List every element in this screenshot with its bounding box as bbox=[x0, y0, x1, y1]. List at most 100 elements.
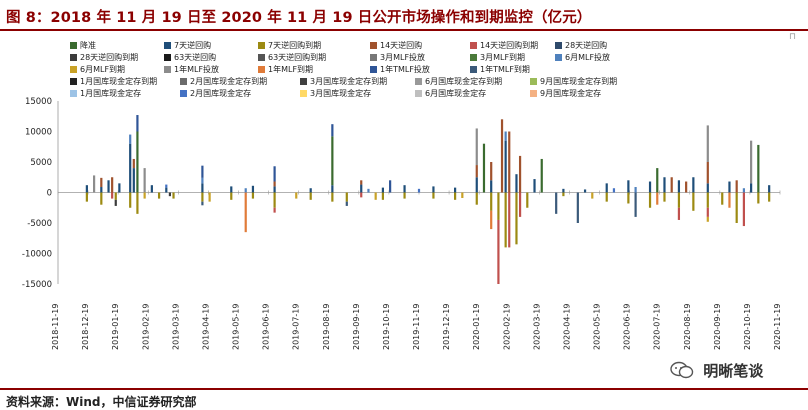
bar-mark bbox=[504, 131, 507, 141]
legend-swatch bbox=[370, 66, 377, 73]
legend-swatch bbox=[70, 90, 77, 97]
bar-mark bbox=[742, 192, 745, 227]
bar-mark bbox=[230, 192, 233, 200]
bar-mark bbox=[685, 181, 688, 193]
legend-label: 6月国库现金定存到期 bbox=[425, 77, 503, 86]
bar-mark bbox=[562, 192, 565, 197]
bar-mark bbox=[576, 192, 579, 223]
x-tick-label: 2019-02-19 bbox=[141, 304, 150, 351]
legend-swatch bbox=[180, 90, 187, 97]
legend-swatch bbox=[470, 42, 477, 49]
legend-label: 9月国库现金定存 bbox=[540, 89, 602, 98]
legend-label: 63天逆回购到期 bbox=[268, 53, 327, 62]
bar-mark bbox=[331, 185, 334, 193]
x-tick-label: 2019-11-19 bbox=[412, 304, 421, 351]
legend-label: 降准 bbox=[80, 41, 96, 50]
x-tick-label: 2019-06-19 bbox=[262, 304, 271, 351]
bar-mark bbox=[114, 199, 117, 206]
bar-mark bbox=[768, 192, 771, 202]
bar-mark bbox=[114, 192, 117, 200]
legend-label: 3月MLF投放 bbox=[380, 53, 426, 62]
legend-swatch bbox=[164, 42, 171, 49]
bar-mark bbox=[165, 187, 168, 193]
x-tick-label: 2020-04-19 bbox=[562, 304, 571, 351]
bar-mark bbox=[757, 144, 760, 193]
legend-label: 7天逆回购到期 bbox=[268, 41, 322, 50]
bar-mark bbox=[93, 175, 96, 193]
bar-mark bbox=[663, 177, 666, 193]
bar-mark bbox=[273, 207, 276, 213]
bar-mark bbox=[742, 188, 745, 193]
bar-mark bbox=[735, 180, 738, 193]
source-note: 资料来源：Wind，中信证券研究部 bbox=[6, 395, 197, 409]
bar-mark bbox=[150, 185, 153, 193]
bar-mark bbox=[677, 207, 681, 220]
bar-mark bbox=[143, 192, 146, 199]
bar-mark bbox=[295, 192, 298, 199]
legend-item: 28天逆回购 bbox=[555, 40, 607, 52]
bar-mark bbox=[508, 192, 511, 248]
legend-label: 3月MLF到期 bbox=[480, 53, 526, 62]
bar-mark bbox=[706, 192, 709, 208]
legend-label: 63天逆回购 bbox=[174, 53, 217, 62]
bar-mark bbox=[490, 180, 493, 193]
bar-mark bbox=[677, 180, 681, 193]
bar-mark bbox=[656, 192, 659, 205]
bar-mark bbox=[360, 180, 363, 185]
bar-mark bbox=[518, 155, 522, 193]
x-tick-label: 2019-07-19 bbox=[292, 304, 301, 351]
x-tick-label: 2020-11-19 bbox=[773, 304, 782, 351]
bar-mark bbox=[461, 192, 464, 198]
legend-item: 2月国库现金定存 bbox=[180, 88, 251, 100]
bar-mark bbox=[475, 128, 478, 166]
legend-item: 1月国库现金定存 bbox=[70, 88, 141, 100]
bar-mark bbox=[168, 192, 172, 197]
bar-mark bbox=[768, 185, 771, 193]
legend-swatch bbox=[555, 54, 562, 61]
legend-swatch bbox=[258, 54, 265, 61]
bar-mark bbox=[591, 192, 594, 199]
bar-mark bbox=[735, 192, 738, 223]
x-tick-label: 2019-10-19 bbox=[382, 304, 391, 351]
x-tick-label: 2018-11-19 bbox=[51, 304, 60, 351]
bar-mark bbox=[136, 131, 139, 193]
x-tick-label: 2019-04-19 bbox=[201, 304, 210, 351]
x-tick-label: 2020-02-19 bbox=[502, 304, 511, 351]
bar-mark bbox=[230, 186, 233, 193]
x-tick-label: 2020-07-19 bbox=[653, 304, 662, 351]
legend-item: 9月国库现金定存到期 bbox=[530, 76, 617, 88]
legend-label: 7天逆回购 bbox=[174, 41, 212, 50]
bar-mark bbox=[454, 187, 457, 193]
title-bar: 图 8：2018 年 11 月 19 日至 2020 年 11 月 19 日公开… bbox=[0, 0, 808, 31]
bar-mark bbox=[677, 192, 681, 208]
y-tick-label: -15000 bbox=[22, 280, 52, 290]
bar-mark bbox=[244, 188, 247, 193]
bar-mark bbox=[374, 192, 377, 200]
legend-swatch bbox=[470, 54, 477, 61]
x-tick-label: 2019-01-19 bbox=[111, 304, 120, 351]
x-tick-label: 2019-09-19 bbox=[352, 304, 361, 351]
bar-mark bbox=[85, 192, 88, 202]
bar-mark bbox=[129, 143, 132, 193]
bar-mark bbox=[111, 192, 114, 199]
bar-mark bbox=[107, 180, 110, 193]
bar-mark bbox=[533, 179, 536, 193]
bar-mark bbox=[309, 188, 312, 193]
y-tick-label: -5000 bbox=[27, 219, 52, 229]
bar-mark bbox=[360, 192, 363, 198]
y-tick-label: 10000 bbox=[25, 128, 52, 138]
legend-item: 1月国库现金定存到期 bbox=[70, 76, 157, 88]
legend-item: 6月MLF投放 bbox=[555, 52, 610, 64]
legend-label: 6月MLF投放 bbox=[565, 53, 611, 62]
bar-mark bbox=[100, 187, 103, 193]
legend-swatch bbox=[70, 66, 77, 73]
bar-mark bbox=[432, 186, 435, 193]
bar-mark bbox=[497, 192, 500, 220]
legend-label: 14天逆回购到期 bbox=[480, 41, 539, 50]
legend-label: 28天逆回购到期 bbox=[80, 53, 139, 62]
bar-mark bbox=[136, 192, 139, 214]
bar-mark bbox=[515, 174, 518, 193]
bar-mark bbox=[518, 192, 522, 217]
legend-label: 6月MLF到期 bbox=[80, 65, 126, 74]
bar-mark bbox=[417, 188, 421, 193]
